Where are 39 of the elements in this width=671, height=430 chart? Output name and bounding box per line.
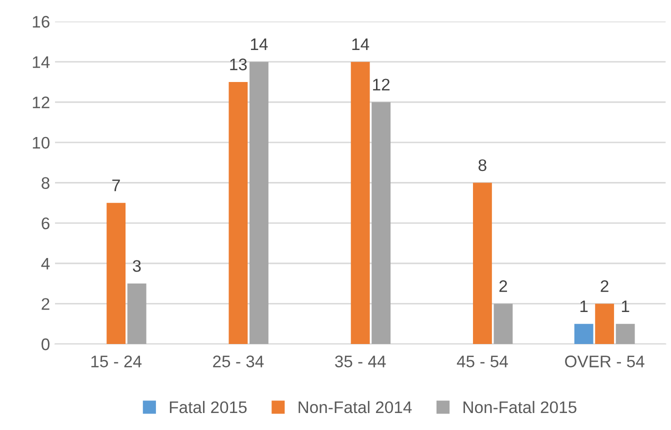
y-tick-label: 10 [32,136,50,149]
y-tick-label: 2 [42,298,50,310]
data-label: 13 [230,58,247,70]
y-tick-label: 16 [32,16,50,28]
y-tick-label: 4 [41,258,50,270]
data-label: 2 [600,280,608,292]
bar [574,324,594,344]
bar [372,102,391,344]
data-label: 14 [352,38,370,50]
bar [350,62,370,344]
data-label: 8 [478,159,486,172]
bar [250,62,268,344]
data-label: 1 [622,300,630,312]
y-tick-label: 8 [42,177,50,189]
y-tick-label: 6 [42,217,50,230]
data-label: 1 [580,300,588,312]
x-tick-label: 45 - 54 [456,356,508,368]
x-tick-label: 25 - 34 [213,356,264,368]
bar [127,284,146,344]
legend-label: Fatal 2015 [170,400,247,414]
x-tick-label: 15 - 24 [91,356,142,368]
data-label: 14 [250,38,268,50]
bar [106,202,126,344]
bar [472,182,492,344]
bar [494,304,513,344]
x-tick-label: 35 - 44 [335,356,386,368]
data-label: 7 [112,180,120,192]
legend-label: Non-Fatal 2015 [464,400,576,414]
data-label: 3 [132,260,141,272]
legend-label: Non-Fatal 2014 [298,400,412,414]
data-label: 2 [499,280,508,292]
bar [228,82,248,344]
y-tick-label: 0 [42,338,50,350]
data-label: 12 [373,78,390,90]
bar [616,324,635,344]
x-tick-label: OVER - 54 [565,356,644,368]
y-tick-label: 12 [32,96,50,108]
y-tick-label: 14 [32,56,50,68]
bar [595,304,614,344]
